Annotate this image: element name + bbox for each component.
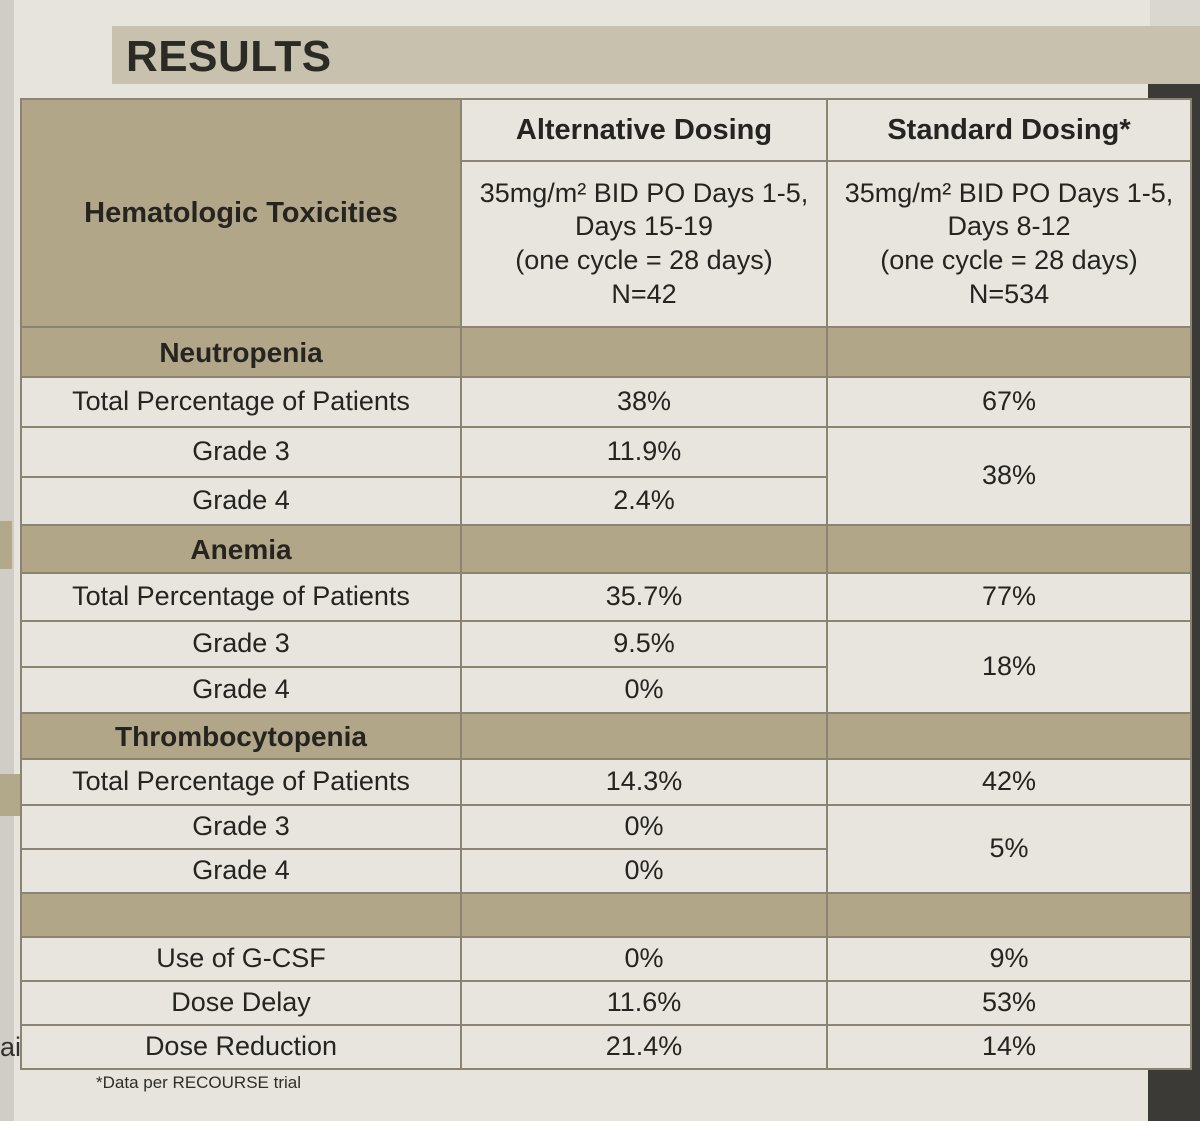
table-row: Dose Reduction 21.4% 14%	[20, 1024, 1192, 1070]
alt-value: 11.9%	[460, 426, 828, 478]
section-title: Anemia	[20, 524, 462, 574]
section-blank	[826, 524, 1192, 574]
std-value-grade34: 5%	[826, 804, 1192, 894]
table-row: Total Percentage of Patients 35.7% 77%	[20, 572, 1192, 622]
table-row: Grade 3 9.5% 18%	[20, 620, 1192, 714]
footnote: *Data per RECOURSE trial	[96, 1073, 302, 1092]
row-label: Grade 3	[20, 620, 462, 668]
row-label: Grade 4	[20, 476, 462, 526]
alt-value: 11.6%	[460, 980, 828, 1026]
regimen-line: N=42	[611, 278, 677, 309]
title-band: RESULTS	[112, 26, 1200, 84]
std-value: 14%	[826, 1024, 1192, 1070]
section-blank	[460, 712, 828, 760]
std-value: 77%	[826, 572, 1192, 622]
section-blank	[20, 892, 462, 938]
row-label: Total Percentage of Patients	[20, 572, 462, 622]
regimen-line: 35mg/m² BID PO Days 1-5,	[844, 177, 1174, 208]
regimen-line: 35mg/m² BID PO Days 1-5,	[479, 177, 809, 208]
alt-value: 38%	[460, 376, 828, 428]
table-row: Total Percentage of Patients 14.3% 42%	[20, 758, 1192, 806]
std-value: 53%	[826, 980, 1192, 1026]
alternative-regimen-cell: 35mg/m² BID PO Days 1-5, Days 15-19 (one…	[460, 160, 828, 328]
section-row-thrombocytopenia: Thrombocytopenia	[20, 712, 1192, 760]
alt-value: 0%	[460, 666, 828, 714]
std-value: 67%	[826, 376, 1192, 428]
std-value-grade34: 18%	[826, 620, 1192, 714]
table-header-row: Hematologic Toxicities Alternative Dosin…	[20, 98, 1192, 328]
section-blank	[826, 892, 1192, 938]
section-title: Thrombocytopenia	[20, 712, 462, 760]
alt-value: 9.5%	[460, 620, 828, 668]
table-row: Grade 4 0%	[20, 848, 1191, 894]
alt-value: 0%	[460, 936, 828, 982]
row-label: Use of G-CSF	[20, 936, 462, 982]
section-blank	[826, 712, 1192, 760]
row-label: Total Percentage of Patients	[20, 376, 462, 428]
page-title: RESULTS	[126, 32, 332, 81]
hematologic-toxicities-header: Hematologic Toxicities	[20, 98, 462, 328]
side-tab-upper	[0, 521, 12, 569]
section-row-neutropenia: Neutropenia	[20, 326, 1192, 378]
table-row: Total Percentage of Patients 38% 67%	[20, 376, 1192, 428]
table-row: Grade 4 0%	[20, 666, 1191, 714]
table-row: Grade 4 2.4%	[20, 476, 1191, 526]
alt-value: 0%	[460, 848, 828, 894]
alt-value: 21.4%	[460, 1024, 828, 1070]
row-label: Grade 3	[20, 804, 462, 850]
row-label: Total Percentage of Patients	[20, 758, 462, 806]
alternative-dosing-header: Alternative Dosing	[460, 98, 828, 162]
standard-dosing-header: Standard Dosing*	[826, 98, 1192, 162]
regimen-line: N=534	[968, 278, 1050, 309]
std-value: 9%	[826, 936, 1192, 982]
row-label: Grade 4	[20, 848, 462, 894]
table-row: Dose Delay 11.6% 53%	[20, 980, 1192, 1026]
section-blank	[460, 524, 828, 574]
alt-value: 14.3%	[460, 758, 828, 806]
row-label: Dose Reduction	[20, 1024, 462, 1070]
section-title: Neutropenia	[20, 326, 462, 378]
toxicity-table: Hematologic Toxicities Alternative Dosin…	[20, 98, 1192, 1070]
regimen-line: Days 15-19	[574, 211, 714, 242]
regimen-line: (one cycle = 28 days)	[880, 245, 1138, 275]
section-blank	[826, 326, 1192, 378]
regimen-row: 35mg/m² BID PO Days 1-5, Days 15-19 (one…	[21, 160, 1192, 328]
section-row-blank	[20, 892, 1192, 938]
regimen-line: (one cycle = 28 days)	[515, 245, 773, 275]
alt-value: 35.7%	[460, 572, 828, 622]
row-label: Grade 4	[20, 666, 462, 714]
section-blank	[460, 326, 828, 378]
table-row: Use of G-CSF 0% 9%	[20, 936, 1192, 982]
standard-regimen-cell: 35mg/m² BID PO Days 1-5, Days 8-12 (one …	[826, 160, 1192, 328]
row-label: Grade 3	[20, 426, 462, 478]
alt-value: 2.4%	[460, 476, 828, 526]
table-row: Grade 3 11.9% 38%	[20, 426, 1192, 526]
std-value: 42%	[826, 758, 1192, 806]
std-value-grade34: 38%	[826, 426, 1192, 526]
alt-value: 0%	[460, 804, 828, 850]
section-blank	[460, 892, 828, 938]
table-row: Grade 3 0% 5%	[20, 804, 1192, 894]
section-row-anemia: Anemia	[20, 524, 1192, 574]
regimen-line: Days 8-12	[947, 211, 1071, 242]
row-label: Dose Delay	[20, 980, 462, 1026]
